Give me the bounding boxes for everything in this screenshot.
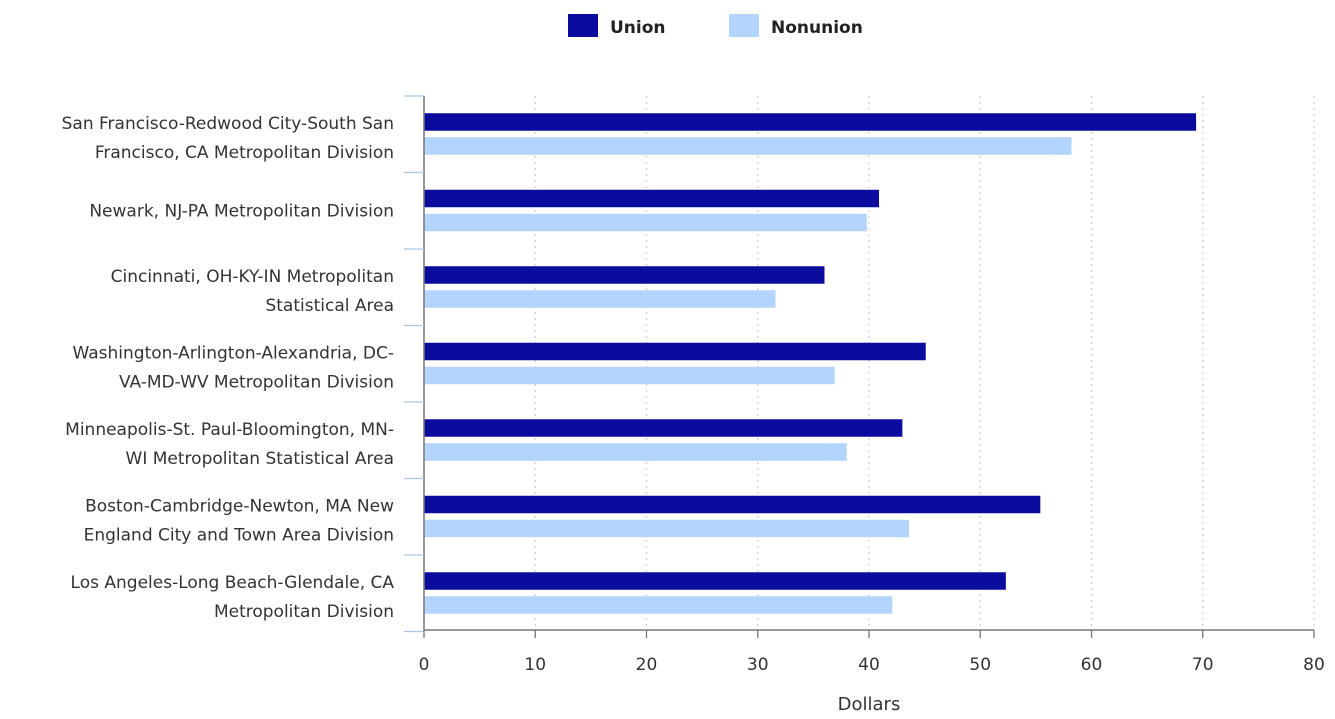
bar-nonunion-4[interactable] [424,443,847,461]
bar-union-6[interactable] [424,572,1006,590]
x-tick-labels: 0 10 20 30 40 50 60 70 80 [419,655,1325,675]
bar-nonunion-5[interactable] [424,520,909,538]
category-label-6: Los Angeles-Long Beach-Glendale, CA Metro… [71,573,395,622]
category-label-line: Boston-Cambridge-Newton, MA New [85,497,394,517]
category-label-1: Newark, NJ-PA Metropolitan Division [89,202,394,222]
x-tick-label: 50 [969,655,991,675]
x-tick-label: 20 [636,655,658,675]
grid-lines [535,96,1314,630]
bar-nonunion-1[interactable] [424,214,867,232]
legend-swatch-nonunion[interactable] [729,14,759,37]
bars [424,113,1196,614]
x-tick-label: 60 [1081,655,1103,675]
category-label-line: Washington-Arlington-Alexandria, DC- [73,344,394,364]
bar-union-5[interactable] [424,496,1040,514]
category-label-0: San Francisco-Redwood City-South San Fran… [62,114,394,163]
x-tick-label: 10 [524,655,546,675]
category-label-line: Francisco, CA Metropolitan Division [95,143,394,163]
category-labels: San Francisco-Redwood City-South San Fran… [62,114,395,622]
bar-nonunion-0[interactable] [424,137,1071,155]
bar-union-3[interactable] [424,343,926,361]
x-tick-label: 80 [1303,655,1325,675]
bar-nonunion-3[interactable] [424,367,835,385]
category-label-line: Minneapolis-St. Paul-Bloomington, MN- [65,420,394,440]
bar-nonunion-2[interactable] [424,290,776,308]
category-label-line: Metropolitan Division [214,602,394,622]
category-label-2: Cincinnati, OH-KY-IN Metropolitan Statist… [111,267,394,316]
bar-union-4[interactable] [424,419,902,437]
category-label-line: Los Angeles-Long Beach-Glendale, CA [71,573,395,593]
category-label-line: England City and Town Area Division [84,526,394,546]
category-label-line: San Francisco-Redwood City-South San [62,114,394,134]
category-label-line: WI Metropolitan Statistical Area [126,449,394,469]
bar-union-0[interactable] [424,113,1196,131]
legend-label-nonunion[interactable]: Nonunion [771,18,863,38]
bar-union-2[interactable] [424,266,825,284]
category-label-line: VA-MD-WV Metropolitan Division [119,373,394,393]
category-label-line: Statistical Area [265,296,394,316]
x-tick-label: 30 [747,655,769,675]
bar-union-1[interactable] [424,190,879,208]
category-label-5: Boston-Cambridge-Newton, MA New England C… [84,497,394,546]
x-axis-title: Dollars [838,694,901,715]
category-label-3: Washington-Arlington-Alexandria, DC- VA-M… [73,344,394,393]
category-label-line: Cincinnati, OH-KY-IN Metropolitan [111,267,394,287]
x-tick-label: 40 [858,655,880,675]
x-tick-label: 70 [1192,655,1214,675]
legend: Union Nonunion [568,14,863,38]
legend-label-union[interactable]: Union [610,18,666,38]
bar-nonunion-6[interactable] [424,596,892,614]
legend-swatch-union[interactable] [568,14,598,37]
category-label-4: Minneapolis-St. Paul-Bloomington, MN- WI … [65,420,394,469]
x-tick-label: 0 [419,655,430,675]
